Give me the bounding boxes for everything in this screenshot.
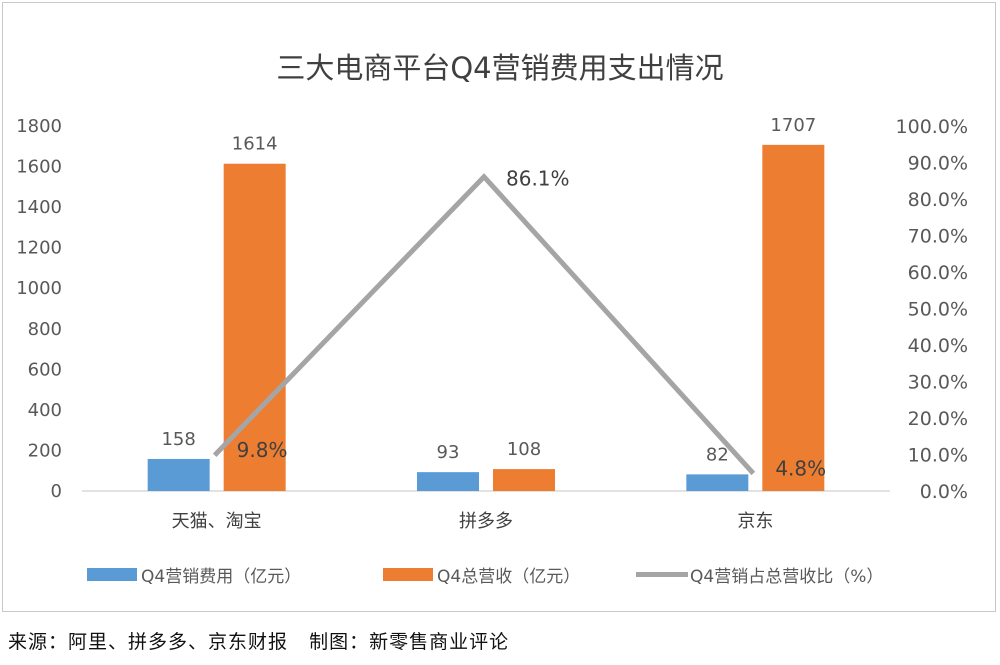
left-axis-tick-label: 1000 [16, 278, 62, 299]
category-label: 天猫、淘宝 [172, 511, 262, 532]
left-axis-tick-label: 400 [28, 400, 62, 421]
category-label: 拼多多 [459, 511, 513, 532]
line-value-label: 4.8% [775, 456, 826, 480]
right-axis-tick-label: 100.0% [896, 116, 968, 138]
left-axis-tick-label: 1200 [16, 238, 62, 259]
right-axis-tick-label: 70.0% [908, 226, 968, 248]
bar-revenue [762, 144, 825, 491]
chart-legend: Q4营销费用（亿元） Q4总营收（亿元） Q4营销占总营收比（%） [0, 562, 1000, 590]
right-axis-tick-label: 20.0% [908, 408, 968, 430]
bar-value-label: 108 [507, 439, 541, 460]
right-axis-tick-label: 10.0% [908, 445, 968, 467]
category-label: 京东 [737, 511, 773, 532]
right-axis-tick-label: 90.0% [908, 153, 968, 175]
right-axis-tick-label: 0.0% [920, 481, 968, 503]
left-axis-tick-label: 0 [51, 481, 62, 502]
legend-item-revenue: Q4总营收（亿元） [383, 562, 580, 587]
bar-value-label: 93 [437, 442, 460, 463]
legend-label: Q4总营收（亿元） [437, 567, 581, 587]
bar-marketing-cost [417, 472, 479, 491]
left-axis-tick-label: 600 [28, 359, 62, 380]
right-axis-tick-label: 80.0% [908, 189, 968, 211]
left-axis-tick-label: 1600 [16, 157, 62, 178]
bar-value-label: 158 [161, 429, 195, 450]
legend-item-ratio: Q4营销占总营收比（%） [636, 562, 883, 587]
bar-value-label: 1614 [232, 134, 278, 155]
left-axis-tick-label: 1800 [16, 116, 62, 137]
right-axis-tick-label: 60.0% [908, 262, 968, 284]
legend-swatch-orange [383, 568, 433, 581]
right-axis-tick-label: 30.0% [908, 372, 968, 394]
legend-swatch-gray-line [636, 572, 688, 577]
bar-value-label: 82 [706, 444, 729, 465]
right-axis-tick-label: 50.0% [908, 299, 968, 321]
bar-marketing-cost [147, 458, 210, 491]
source-caption: 来源：阿里、拼多多、京东财报 制图：新零售商业评论 [8, 631, 510, 653]
line-marketing-ratio [212, 173, 756, 476]
line-value-label: 9.8% [237, 438, 288, 462]
line-value-label: 86.1% [506, 167, 570, 191]
left-axis-tick-label: 800 [28, 319, 62, 340]
bar-value-label: 1707 [770, 115, 816, 136]
right-axis-tick-label: 40.0% [908, 335, 968, 357]
legend-label: Q4营销费用（亿元） [141, 567, 302, 587]
legend-label: Q4营销占总营收比（%） [690, 567, 884, 587]
chart-title: 三大电商平台Q4营销费用支出情况 [276, 51, 723, 85]
bar-revenue [493, 469, 555, 491]
left-axis-tick-label: 200 [28, 440, 62, 461]
left-axis-tick-label: 1400 [16, 197, 62, 218]
chart-frame [2, 2, 996, 612]
bar-marketing-cost [686, 474, 749, 491]
chart-canvas: 三大电商平台Q4营销费用支出情况 0 200 400 600 800 1000 1200 140… [16, 51, 968, 532]
legend-swatch-blue [87, 568, 137, 581]
legend-item-marketing-cost: Q4营销费用（亿元） [87, 562, 301, 587]
